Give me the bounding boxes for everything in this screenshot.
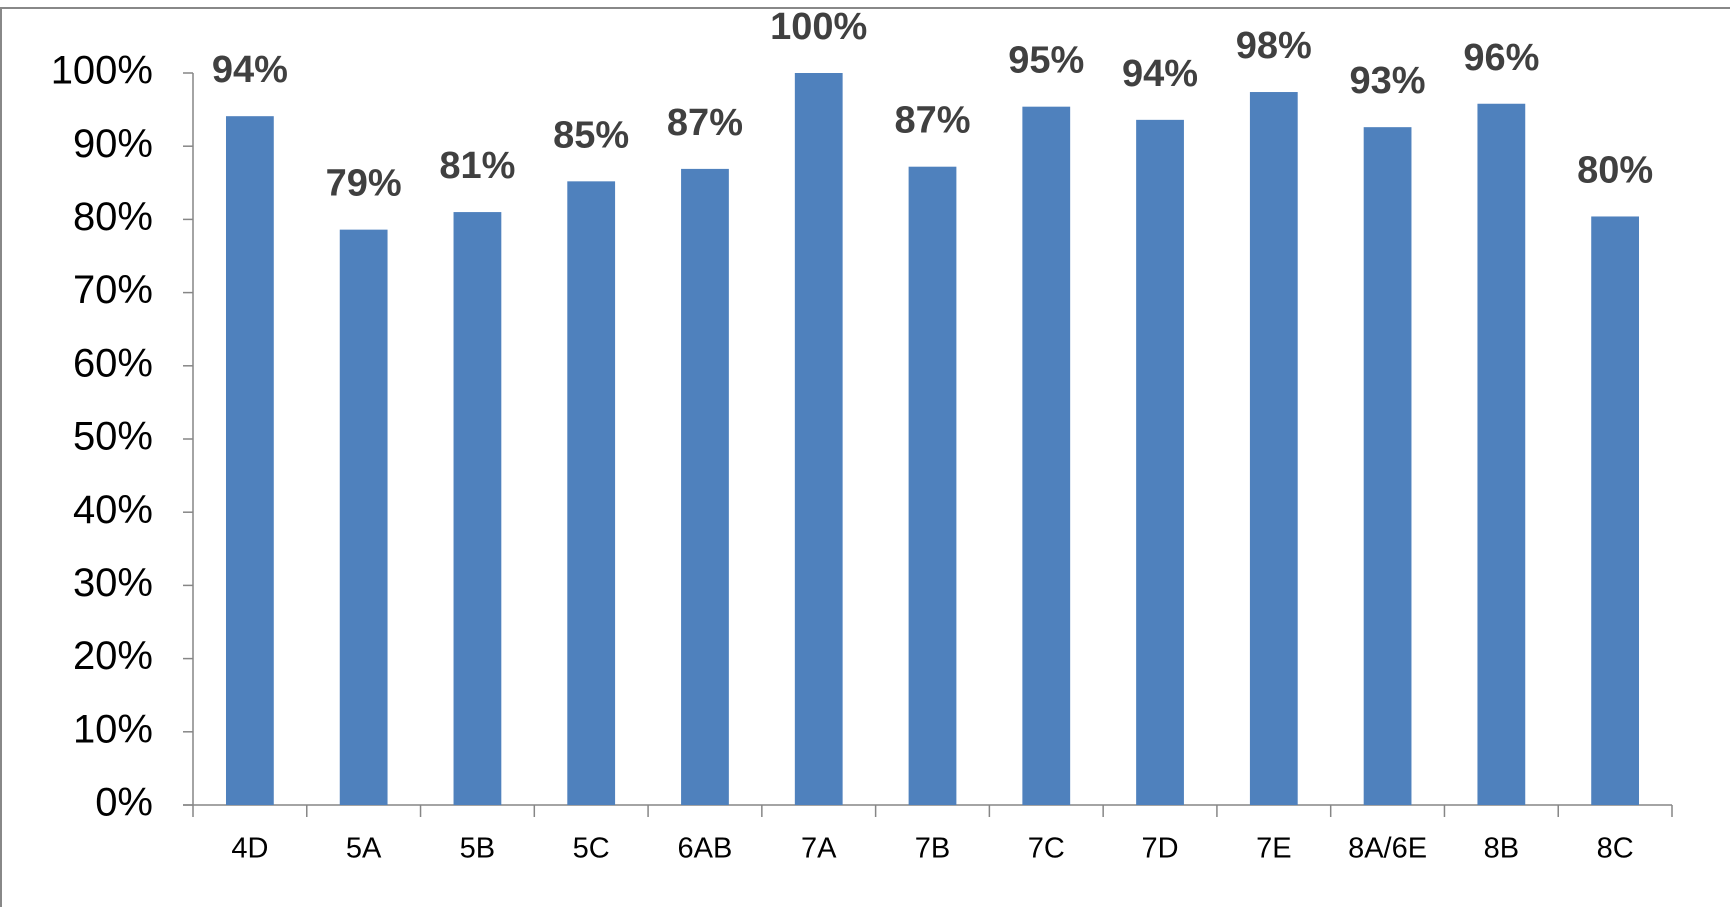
bar (1477, 103, 1526, 805)
x-tick-label: 8A/6E (1348, 833, 1427, 865)
data-label: 95% (1008, 40, 1084, 82)
data-label: 94% (1122, 53, 1198, 95)
y-tick-label: 60% (73, 341, 153, 385)
data-label: 85% (553, 114, 629, 156)
data-label: 94% (212, 49, 288, 91)
bar (567, 181, 616, 805)
bar (225, 116, 274, 806)
y-tick-label: 90% (73, 122, 153, 166)
bar (681, 168, 729, 806)
data-label: 100% (770, 6, 867, 48)
data-label: 81% (439, 145, 515, 187)
bar (1249, 92, 1298, 806)
y-tick-label: 0% (95, 781, 153, 825)
x-tick-label: 5C (573, 833, 610, 865)
x-tick-label: 8C (1597, 833, 1634, 865)
x-tick-label: 4D (231, 833, 268, 865)
data-label: 79% (326, 163, 402, 205)
x-tick-label: 7A (801, 833, 837, 865)
x-tick-label: 5A (346, 833, 382, 865)
data-label: 98% (1236, 25, 1312, 67)
x-tick-label: 7D (1141, 833, 1178, 865)
y-tick-label: 10% (73, 707, 153, 751)
data-label: 87% (667, 102, 743, 144)
x-tick-label: 7C (1028, 833, 1065, 865)
data-label: 87% (894, 100, 970, 142)
chart-frame (0, 7, 1730, 907)
data-label: 80% (1577, 150, 1653, 192)
y-tick-label: 30% (73, 561, 153, 605)
y-tick-label: 100% (51, 49, 153, 93)
x-tick-label: 6AB (678, 833, 733, 865)
y-tick-label: 40% (73, 488, 153, 532)
data-label: 93% (1350, 60, 1426, 102)
y-tick-label: 70% (73, 268, 153, 312)
x-tick-label: 7E (1256, 833, 1291, 865)
data-label: 96% (1463, 37, 1539, 79)
y-tick-label: 20% (73, 634, 153, 678)
bar (1136, 119, 1184, 805)
bar (339, 229, 388, 805)
y-tick-label: 80% (73, 195, 153, 239)
bar (1022, 106, 1071, 805)
bar (453, 212, 502, 805)
x-tick-label: 8B (1484, 833, 1519, 865)
bar (794, 73, 843, 805)
bar (908, 166, 957, 806)
y-tick-label: 50% (73, 415, 153, 459)
bar (1363, 127, 1412, 806)
x-tick-label: 5B (460, 833, 495, 865)
bar (1591, 216, 1640, 806)
x-tick-label: 7B (915, 833, 950, 865)
